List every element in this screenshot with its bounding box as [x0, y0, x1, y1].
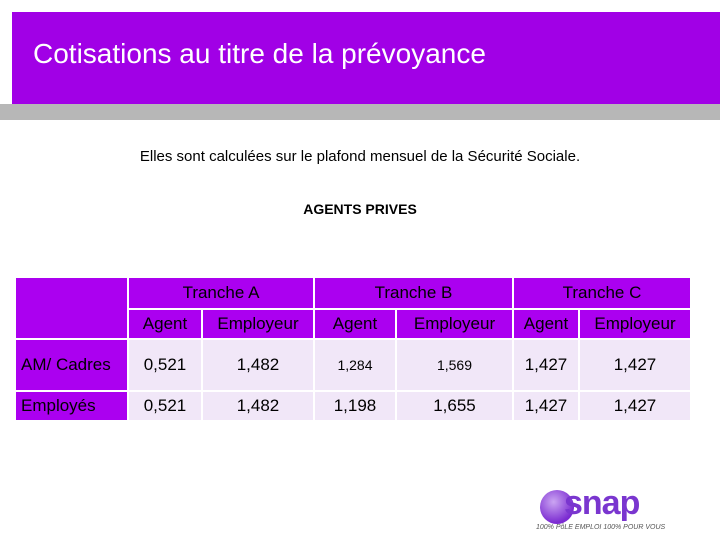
snap-logo: snap 100% PôLE EMPLOI 100% POUR VOUS [536, 484, 665, 532]
logo-tagline: 100% PôLE EMPLOI 100% POUR VOUS [536, 524, 666, 531]
tranche-c-header: Tranche C [514, 278, 690, 308]
tranche-b-header: Tranche B [315, 278, 512, 308]
table-row: Employés 0,521 1,482 1,198 1,655 1,427 1… [16, 392, 690, 420]
table-cell: 1,427 [580, 392, 690, 420]
header: Cotisations au titre de la prévoyance [0, 0, 720, 104]
subheader-agent: Agent [129, 310, 201, 338]
table-cell: 1,569 [397, 340, 512, 390]
table-cell: 1,482 [203, 392, 313, 420]
row-label: Employés [16, 392, 127, 420]
subheader-employeur: Employeur [397, 310, 512, 338]
table-cell: 1,284 [315, 340, 395, 390]
row-label: AM/ Cadres [16, 340, 127, 390]
subheader-row: Agent Employeur Agent Employeur Agent Em… [16, 310, 690, 338]
logo-text: snap [564, 484, 640, 522]
header-band [12, 12, 720, 104]
table-cell: 0,521 [129, 340, 201, 390]
page-title: Cotisations au titre de la prévoyance [33, 38, 486, 69]
subheader-employeur: Employeur [203, 310, 313, 338]
subheader-agent: Agent [514, 310, 578, 338]
table-cell: 1,427 [580, 340, 690, 390]
intro-text: Elles sont calculées sur le plafond mens… [139, 148, 581, 165]
table-row: AM/ Cadres 0,521 1,482 1,284 1,569 1,427… [16, 340, 690, 390]
section-title: AGENTS PRIVES [303, 201, 417, 217]
table-cell: 1,427 [514, 340, 578, 390]
subheader-employeur: Employeur [580, 310, 690, 338]
table-cell: 1,198 [315, 392, 395, 420]
corner-cell [16, 278, 127, 338]
logo-circle-icon [540, 490, 574, 524]
table-cell: 1,482 [203, 340, 313, 390]
tranche-a-header: Tranche A [129, 278, 313, 308]
tranche-header-row: Tranche A Tranche B Tranche C [16, 278, 690, 338]
table-cell: 1,655 [397, 392, 512, 420]
contributions-table: Tranche A Tranche B Tranche C Agent Empl… [14, 276, 692, 422]
header-divider [0, 104, 720, 120]
table-cell: 1,427 [514, 392, 578, 420]
table-cell: 0,521 [129, 392, 201, 420]
subheader-agent: Agent [315, 310, 395, 338]
